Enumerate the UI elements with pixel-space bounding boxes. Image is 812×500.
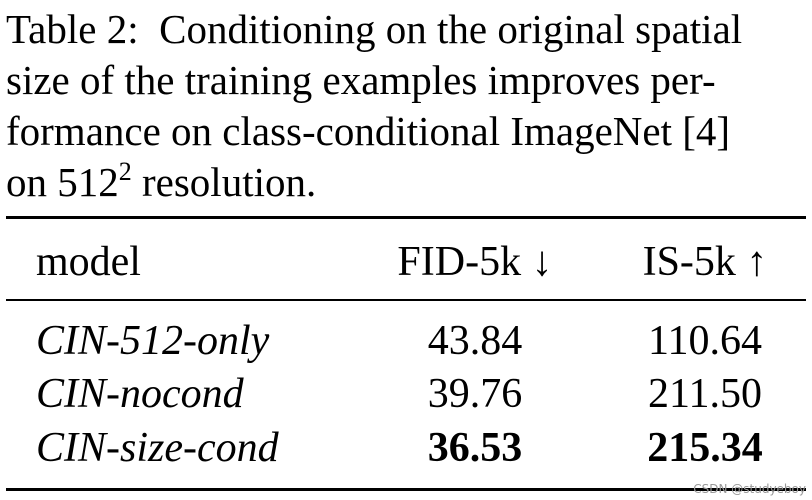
- fid-cell: 43.84: [427, 318, 523, 364]
- caption-line: on 5122 resolution.: [6, 157, 316, 208]
- is-cell: 110.64: [648, 318, 762, 364]
- fid-cell: 39.76: [427, 371, 523, 417]
- model-cell: CIN-512-only: [36, 318, 270, 364]
- watermark: CSDN @studyeboy: [693, 482, 806, 496]
- header-cell: IS-5k ↑: [642, 239, 768, 285]
- caption-text: resolution.: [142, 159, 317, 205]
- caption-superscript: 2: [118, 157, 132, 186]
- caption-text: on 512: [6, 159, 119, 205]
- model-cell: CIN-size-cond: [36, 425, 279, 471]
- fid-cell: 36.53: [427, 425, 523, 471]
- bottom-rule: [6, 488, 806, 491]
- caption-line: size of the training examples improves p…: [6, 57, 716, 103]
- caption-line: Table 2: Conditioning on the original sp…: [6, 6, 743, 52]
- model-cell: CIN-nocond: [36, 371, 244, 417]
- is-cell: 211.50: [648, 371, 762, 417]
- top-rule: [6, 216, 806, 219]
- header-cell: FID-5k ↓: [397, 239, 553, 285]
- caption-line: formance on class-conditional ImageNet […: [6, 108, 731, 154]
- mid-rule: [6, 299, 806, 301]
- header-cell: model: [36, 239, 141, 285]
- is-cell: 215.34: [647, 425, 763, 471]
